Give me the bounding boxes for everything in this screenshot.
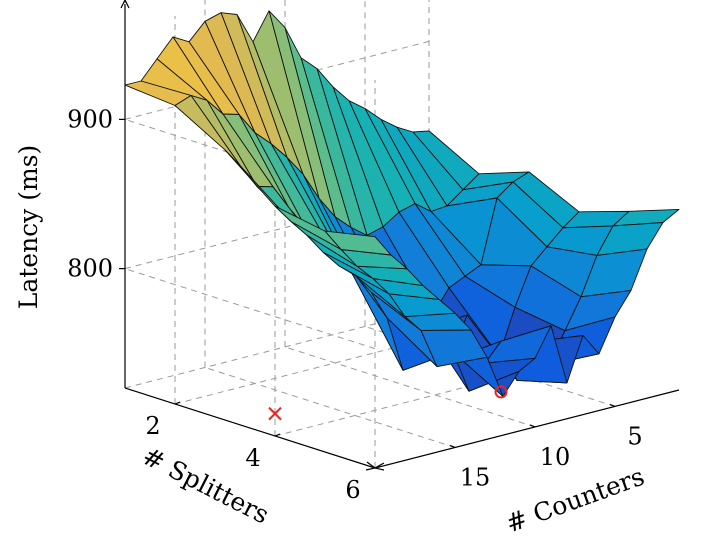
grid-line-x-floor: [274, 357, 580, 437]
z-axis-arrow: [120, 0, 130, 9]
box-edge-back-floor: [124, 309, 430, 389]
x-tick: [174, 401, 181, 405]
axes: [119, 0, 680, 471]
z-tick-label: 800: [67, 255, 113, 283]
grid-line-x-floor: [174, 325, 480, 405]
y-tick: [449, 444, 456, 449]
marker-min-x: [268, 406, 282, 421]
grid-line-y-floor: [204, 366, 456, 448]
z-tick-label: 900: [67, 105, 113, 133]
surface-facet: [324, 230, 392, 256]
x-tick-label: 2: [145, 412, 160, 440]
y-tick-label: 5: [627, 422, 642, 450]
grid-line-z-back: [124, 190, 430, 270]
grid-line-z-left: [124, 268, 376, 350]
y-tick-label: 10: [540, 443, 571, 471]
markers: [268, 385, 508, 421]
marker-circle: [494, 385, 508, 399]
x-tick-label: 6: [345, 476, 360, 504]
y-axis-label: # Counters: [502, 462, 648, 539]
x-tick: [374, 465, 381, 469]
z-axis-label: Latency (ms): [14, 145, 43, 310]
marker-x-stroke: [268, 406, 282, 421]
x-tick: [274, 433, 281, 437]
y-tick: [529, 424, 536, 428]
y-tick-label: 15: [460, 463, 491, 491]
x-axis-line: [124, 387, 376, 469]
y-tick: [609, 403, 616, 407]
x-tick-label: 4: [245, 444, 260, 472]
y-axis-line: [374, 389, 680, 469]
surface: [124, 10, 680, 397]
